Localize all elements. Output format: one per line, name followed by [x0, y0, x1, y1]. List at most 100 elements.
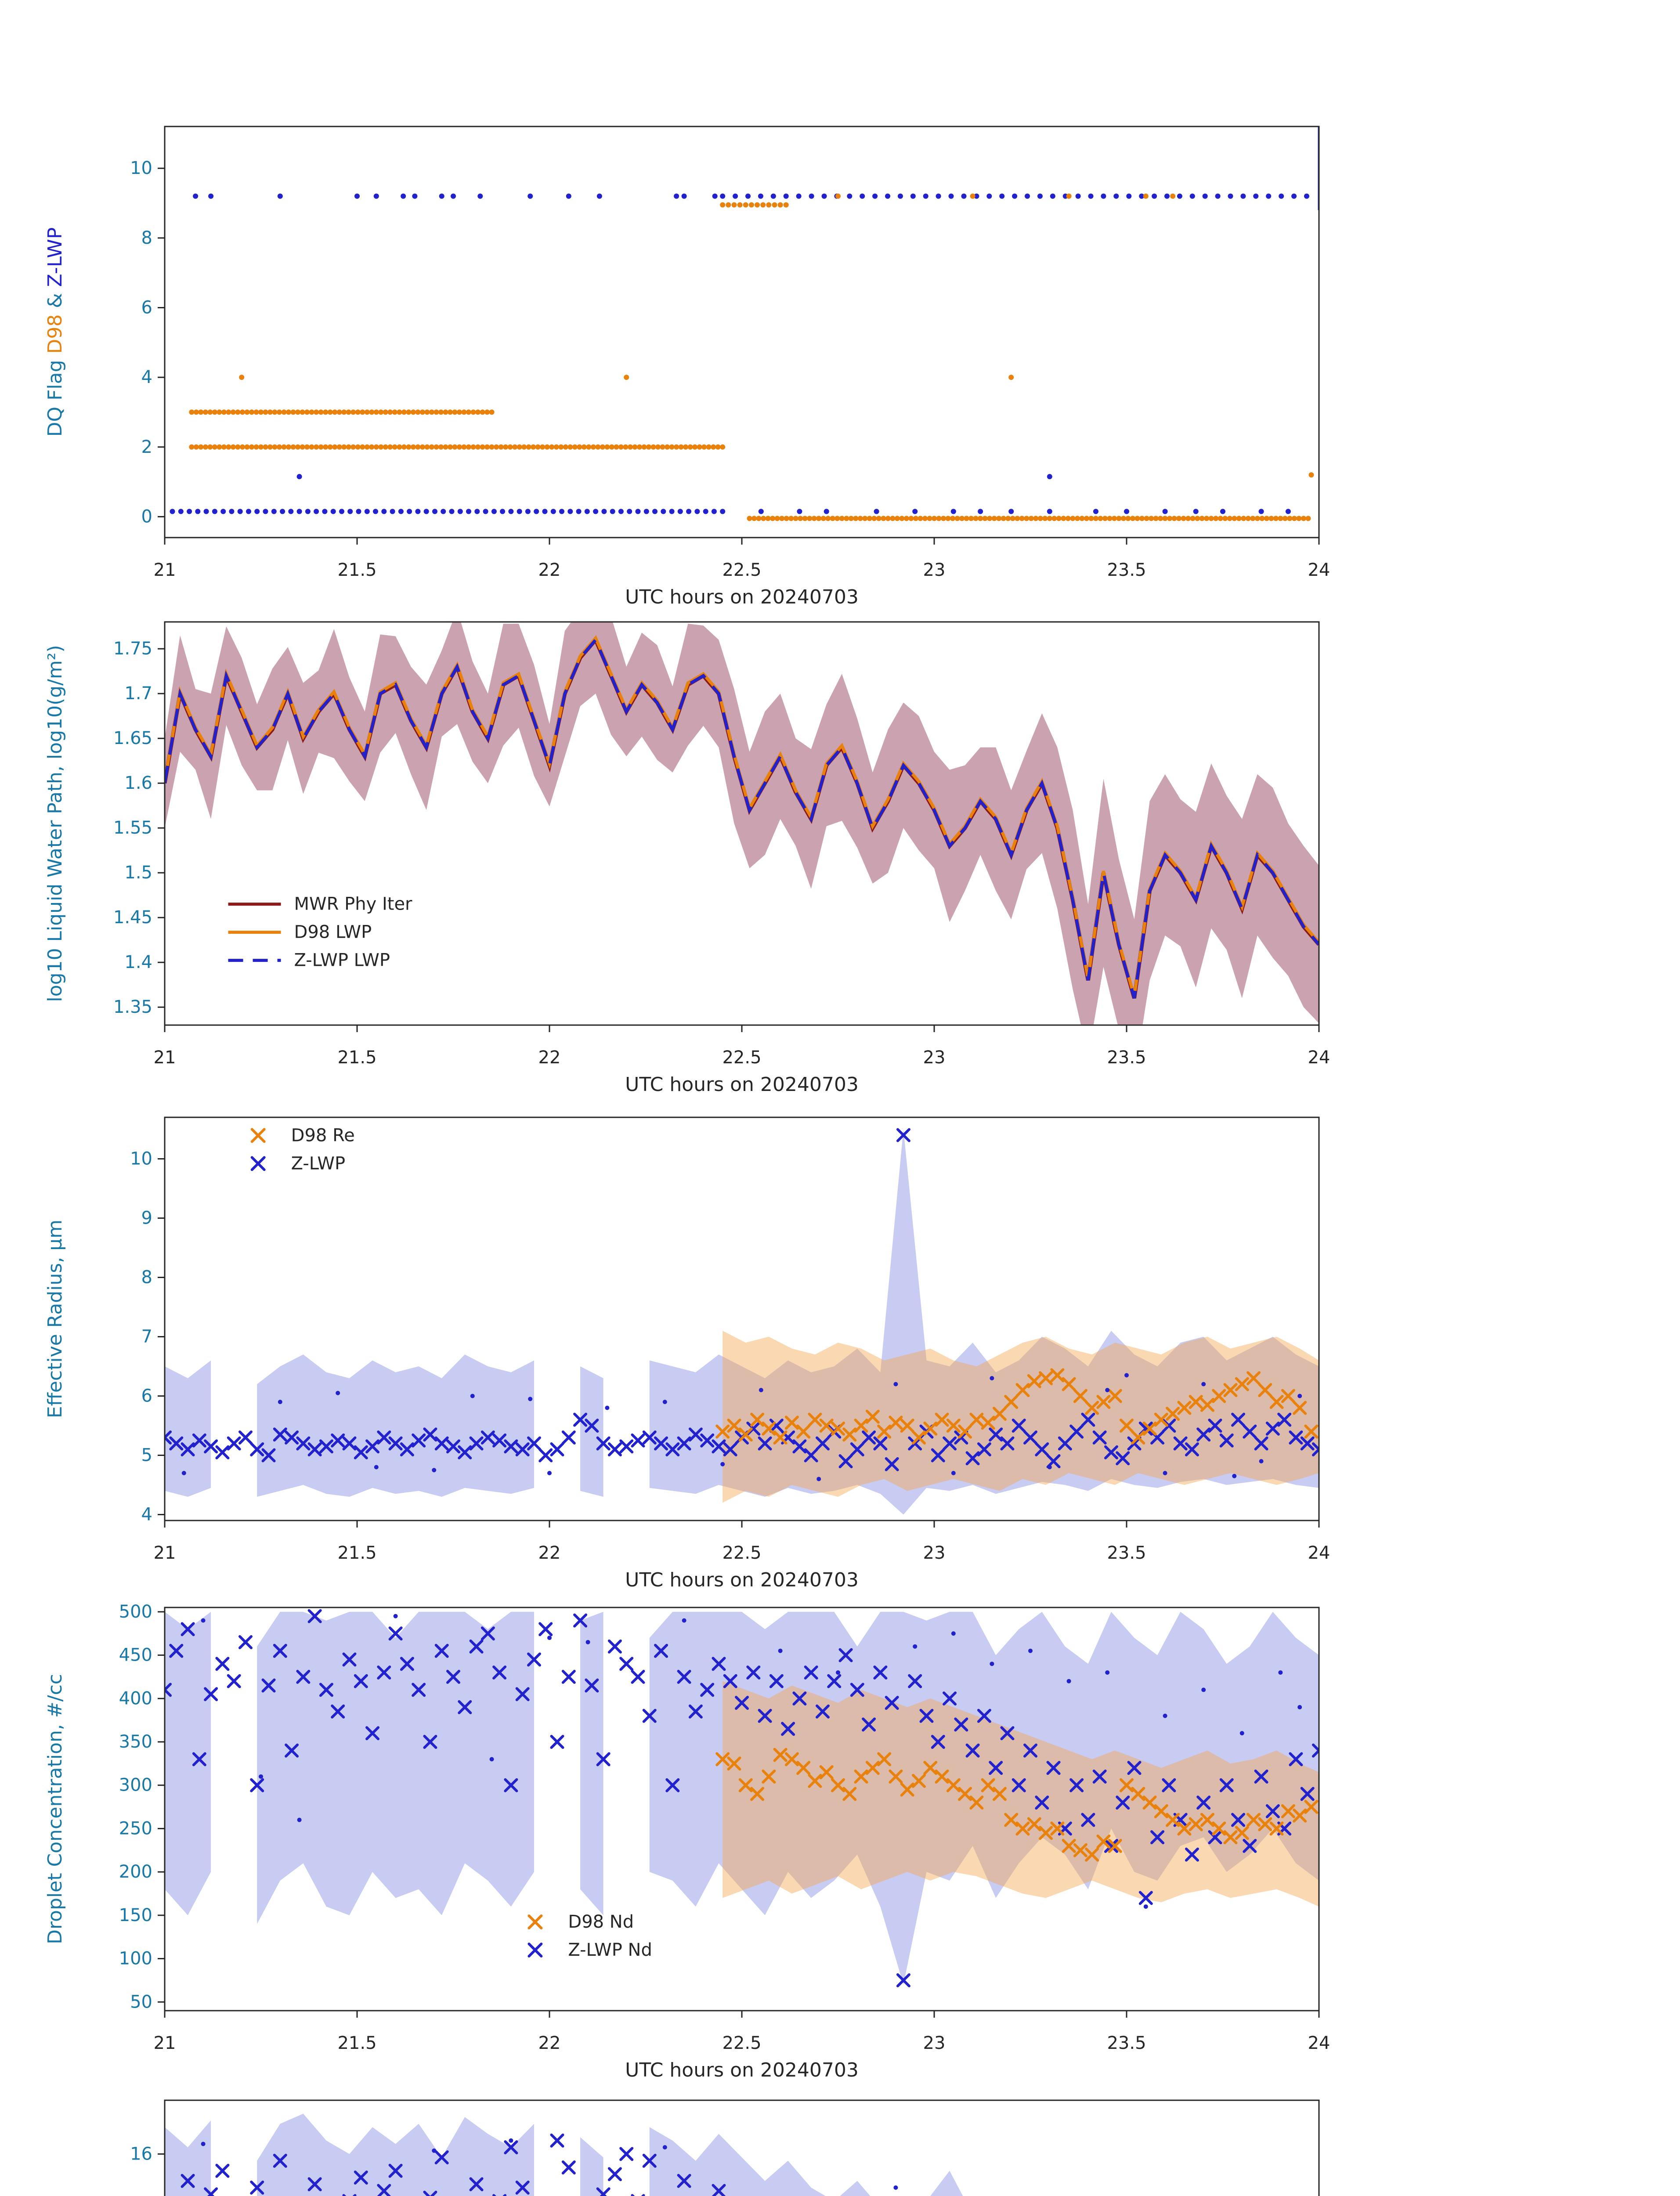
d98-flag-run-9-dot [760, 202, 766, 208]
y-tick-label: 1.55 [113, 818, 152, 838]
x-tick-label: 21 [154, 1047, 176, 1068]
z-lwp-nd-x-marker [665, 1778, 680, 1792]
d98-nd-x-marker [1177, 1821, 1192, 1836]
zlwp-flag-0-late-dot [978, 509, 983, 514]
z-lwp-od-x-marker [677, 2174, 691, 2188]
zlwp-flag-run-9-dot [733, 193, 738, 199]
z-lwp-re-x-marker [873, 1436, 888, 1451]
x-tick-label: 21.5 [337, 2033, 376, 2053]
legend-sample-x-marker [527, 1943, 543, 1958]
zlwp-flag-9-early-dot [277, 193, 283, 199]
d98-flag-run-2-dot [230, 444, 236, 450]
x-tick-label: 22 [538, 2033, 561, 2053]
d98-flag-run-2-dot [443, 444, 448, 450]
zlwp-flag-run-9-dot [1279, 193, 1284, 199]
d98-flag-run-2-dot [466, 444, 471, 450]
z-lwp-re-x-marker [1035, 1442, 1049, 1456]
zlwp-flag-run-0-dot [550, 509, 556, 514]
d98-flag-run-0-dot [1102, 516, 1108, 521]
plot-area-lwp [165, 622, 1319, 1025]
d98-flag-run-3-dot [350, 409, 356, 415]
z-lwp-re-x-marker [515, 1442, 530, 1456]
z-lwp-re-x-marker [677, 1436, 691, 1451]
zlwp-flag-run-0-dot [457, 509, 463, 514]
d98-re-x-marker [969, 1412, 984, 1427]
z-lwp-nd-x-marker [585, 1678, 599, 1693]
z-lwp-od-x-marker [550, 2133, 564, 2148]
d98-flag-run-3-dot [466, 409, 471, 415]
z-lwp-re-x-marker [862, 1430, 876, 1445]
d98-flag-run-3-dot [448, 409, 453, 415]
x-tick-label: 23.5 [1107, 1543, 1146, 1563]
x-tick-label: 21.5 [337, 1047, 376, 1068]
d98-flag-run-2-dot [614, 444, 619, 450]
zlwp-flag-run-9-dot [923, 193, 929, 199]
d98-nd-x-marker [889, 1769, 903, 1784]
d98-flag-run-3-dot [461, 409, 467, 415]
z-lwp-nd-dots-dot [1105, 1670, 1110, 1675]
zlwp-flag-1-dot [296, 474, 302, 480]
d98-re-x-marker [877, 1424, 892, 1439]
y-axis-label-effective-radius: Effective Radius, μm [44, 1220, 66, 1418]
z-lwp-re-x-marker [977, 1442, 991, 1456]
z-lwp-re-x-marker [169, 1436, 184, 1451]
d98-nd-x-marker [923, 1761, 938, 1775]
z-lwp-nd-x-marker [261, 1678, 276, 1693]
z-lwp-re-x-marker [1289, 1430, 1303, 1445]
d98-flag-run-2-dot [641, 444, 647, 450]
z-lwp-nd-x-marker [712, 1657, 726, 1671]
z-lwp-nd-x-marker [1219, 1778, 1234, 1792]
z-lwp-od-band [165, 2120, 211, 2196]
d98-flag-run-0-dot [1264, 516, 1269, 521]
z-lwp-nd-x-marker [746, 1665, 761, 1680]
d98-flag-run-2-dot [697, 444, 702, 450]
z-lwp-nd-x-marker [1000, 1726, 1015, 1741]
legend-label: D98 LWP [294, 922, 372, 943]
zlwp-flag-run-0-dot [398, 509, 404, 514]
d98-flag-run-3-dot [304, 409, 310, 415]
d98-flag-run-3-dot [277, 409, 282, 415]
d98-nd-x-marker [911, 1773, 926, 1788]
d98-flag-run-2-dot [517, 444, 522, 450]
z-lwp-nd-x-marker [434, 1643, 449, 1658]
z-lwp-nd-dots-dot [201, 1618, 206, 1623]
z-lwp-nd-x-marker [1150, 1830, 1165, 1845]
d98-flag-run-0-dot [1213, 516, 1219, 521]
z-lwp-nd-x-marker [735, 1696, 749, 1710]
z-lwp-nd-dots-dot [1163, 1713, 1167, 1718]
d98-re-x-marker [1131, 1430, 1145, 1445]
zlwp-flag-run-9-dot [796, 193, 802, 199]
z-lwp-re-x-marker [204, 1439, 218, 1454]
y-tick-label: 10 [130, 1149, 152, 1169]
z-lwp-nd-x-marker [377, 1665, 391, 1680]
d98-flag-run-2-dot [507, 444, 513, 450]
z-lwp-re-x-marker [1277, 1412, 1292, 1427]
z-lwp-nd-x-marker [931, 1735, 945, 1749]
zlwp-flag-run-9-dot [961, 193, 967, 199]
z-lwp-nd-dots-dot [1028, 1648, 1033, 1653]
x-tick-label: 21.5 [337, 1543, 376, 1563]
d98-flag-run-0-dot [973, 516, 979, 521]
d98-flag-run-0-dot [1149, 516, 1154, 521]
d98-flag-run-0-dot [1098, 516, 1103, 521]
zlwp-flag-run-9-dot [999, 193, 1005, 199]
z-lwp-nd-x-marker [989, 1761, 1003, 1775]
z-lwp-nd-x-marker [677, 1669, 691, 1684]
zlwp-flag-0-late-dot [1162, 509, 1168, 514]
legend-label: D98 Nd [568, 1912, 634, 1932]
d98-flag-run-0-dot [867, 516, 872, 521]
z-lwp-od-x-marker [250, 2180, 264, 2195]
d98-flag-run-0-dot [1232, 516, 1237, 521]
d98-re-x-marker [1177, 1401, 1192, 1415]
z-lwp-re-dots-dot [662, 1400, 667, 1404]
z-lwp-re-x-marker [423, 1427, 437, 1442]
zlwp-flag-run-0-dot [559, 509, 564, 514]
d98-flag-run-0-dot [1153, 516, 1159, 521]
d98-flag-run-3-dot [410, 409, 416, 415]
zlwp-flag-run-9-dot [1101, 193, 1106, 199]
d98-flag-run-2-dot [240, 444, 245, 450]
zlwp-flag-run-0-dot [441, 509, 446, 514]
zlwp-flag-run-9-dot [1266, 193, 1272, 199]
y-axis-label-dq-flag: DQ Flag D98 & Z-LWP [44, 228, 66, 437]
d98-flag-run-0-dot [1208, 516, 1214, 521]
